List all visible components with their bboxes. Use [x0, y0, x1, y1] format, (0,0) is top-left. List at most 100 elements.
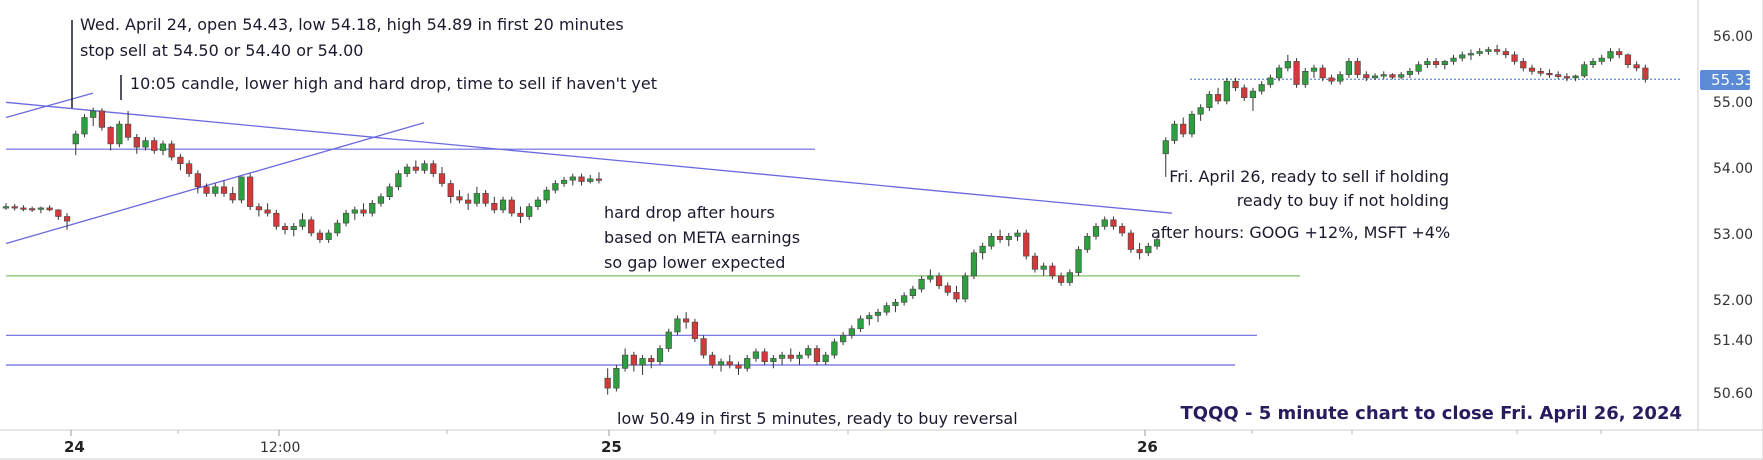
candle — [220, 180, 228, 197]
candle — [813, 345, 821, 365]
candle-body-down — [133, 137, 140, 148]
candle — [1153, 236, 1161, 250]
candle — [517, 206, 524, 224]
candle-body-down — [124, 123, 132, 138]
current-price-value: 55.33 — [1711, 71, 1754, 89]
candle — [1214, 87, 1222, 105]
candle-body-down — [1214, 94, 1222, 102]
candle-body-down — [1537, 71, 1544, 74]
candle-body-up — [1014, 232, 1021, 237]
candle — [988, 233, 995, 250]
candle — [778, 351, 786, 365]
candle-body-up — [1188, 113, 1196, 135]
candle — [1101, 216, 1108, 230]
candle-body-up — [116, 123, 123, 145]
candle-body-down — [273, 212, 280, 227]
candle-body-up — [770, 358, 777, 362]
candle — [866, 312, 873, 326]
annotation-wed-open: Wed. April 24, open 54.43, low 54.18, hi… — [80, 15, 624, 34]
candle-body-up — [1581, 64, 1588, 77]
candle — [543, 186, 550, 204]
candle — [709, 351, 716, 369]
candle-body-up — [473, 193, 480, 204]
y-tick-label: 54.00 — [1713, 161, 1753, 177]
candle-body-down — [1432, 61, 1440, 66]
candle — [98, 108, 106, 131]
candle — [1502, 48, 1509, 59]
candle — [569, 173, 576, 186]
trend-line — [5, 92, 94, 119]
candle-body-up — [1075, 249, 1082, 273]
candle-body-up — [1249, 90, 1257, 98]
candle — [238, 176, 245, 204]
candle — [133, 134, 140, 154]
candle-body-down — [281, 226, 289, 230]
candle-body-up — [37, 207, 44, 210]
candle-body-down — [1363, 74, 1370, 79]
candle — [1328, 74, 1335, 85]
candle — [552, 180, 559, 194]
candle — [1476, 48, 1483, 57]
candle — [595, 172, 603, 184]
current-price-tag: 55.33 — [1700, 70, 1754, 90]
candle — [1171, 120, 1178, 144]
candle-body-up — [2, 206, 10, 209]
candle — [1188, 110, 1196, 138]
candle — [560, 176, 568, 187]
candle — [1005, 233, 1012, 247]
candle-body-down — [491, 203, 498, 211]
candle-body-up — [909, 288, 916, 297]
candle-body-down — [953, 292, 960, 300]
candle — [1546, 69, 1553, 78]
candle-body-down — [604, 377, 611, 389]
candle — [761, 348, 768, 365]
candle — [717, 358, 725, 372]
candle-body-up — [1415, 64, 1422, 72]
candle-body-up — [1607, 51, 1614, 59]
candle — [857, 315, 864, 332]
candle-body-down — [465, 199, 472, 204]
candle — [124, 110, 132, 141]
candle — [613, 365, 620, 392]
candle-body-up — [665, 331, 672, 349]
candle-body-up — [970, 252, 978, 277]
candle-body-up — [1005, 236, 1012, 240]
trend-line — [5, 122, 425, 245]
candle — [840, 332, 847, 346]
candle — [290, 223, 297, 237]
candle-body-down — [107, 127, 114, 145]
chart-title: TQQQ - 5 minute chart to close Fri. Apri… — [1181, 403, 1682, 424]
x-tick-label: 12:00 — [260, 440, 300, 456]
candle — [377, 193, 385, 207]
candle — [273, 209, 280, 230]
candle-body-down — [1520, 61, 1527, 69]
candle-body-up — [142, 140, 149, 148]
candle-body-down — [430, 163, 437, 174]
candle-body-up — [377, 196, 385, 204]
candle — [81, 114, 88, 138]
candle-body-down — [316, 232, 324, 240]
candle-body-down — [308, 219, 315, 234]
candle — [447, 180, 454, 204]
candle-body-down — [813, 348, 821, 362]
candle-body-up — [1337, 74, 1344, 82]
candle-body-up — [560, 179, 568, 184]
candle — [805, 345, 812, 359]
candle-body-up — [526, 206, 533, 217]
candle-body-up — [883, 305, 890, 313]
candle-body-up — [1310, 67, 1318, 72]
candle — [1494, 44, 1501, 55]
candle — [482, 190, 489, 207]
candle — [1371, 73, 1379, 80]
candle-body-up — [1302, 71, 1309, 85]
candle — [1014, 229, 1021, 241]
candle-body-down — [1555, 74, 1562, 77]
candle-body-up — [613, 367, 620, 389]
candle — [1058, 272, 1065, 286]
y-tick-label: 55.00 — [1713, 95, 1753, 111]
candle — [395, 170, 402, 191]
candle-body-down — [1232, 80, 1239, 89]
candle — [55, 209, 62, 220]
candle — [1415, 61, 1422, 75]
candle — [1031, 252, 1039, 273]
